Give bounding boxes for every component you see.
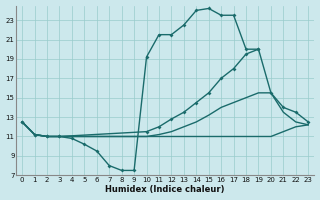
X-axis label: Humidex (Indice chaleur): Humidex (Indice chaleur): [106, 185, 225, 194]
